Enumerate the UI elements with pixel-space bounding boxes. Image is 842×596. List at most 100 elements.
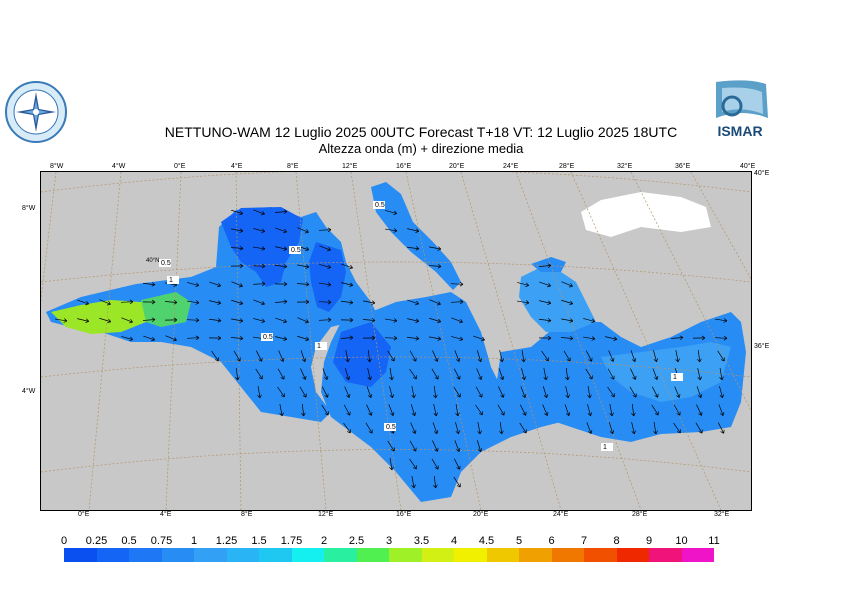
legend-color-box [194, 548, 227, 562]
direction-arrow [299, 386, 307, 398]
direction-arrow [231, 228, 244, 233]
direction-arrow [455, 422, 461, 435]
direction-arrow [521, 368, 527, 381]
legend-color-box [161, 548, 194, 562]
direction-arrow [631, 422, 636, 435]
legend-color-box [226, 548, 259, 562]
direction-arrow [385, 210, 398, 216]
direction-arrow [319, 245, 331, 252]
direction-arrow [538, 263, 552, 269]
direction-arrow [432, 350, 439, 362]
direction-arrow [450, 281, 464, 287]
direction-arrow [99, 299, 111, 306]
direction-arrow [321, 404, 329, 416]
sea-tyrrhenian-south [309, 242, 346, 312]
top-longitude-tick: 0°E [174, 163, 186, 170]
direction-arrow [520, 386, 527, 398]
contour-label-bg [384, 423, 396, 431]
direction-arrow [476, 350, 483, 363]
sea-tyrrhenian [221, 207, 303, 287]
direction-arrow [301, 404, 306, 417]
direction-arrow [142, 299, 156, 305]
direction-arrow [451, 317, 463, 324]
direction-arrow [587, 386, 592, 399]
direction-arrow [300, 350, 307, 362]
wave-direction-arrows [55, 209, 728, 489]
direction-arrow [257, 386, 262, 399]
direction-arrow [630, 350, 637, 362]
direction-arrow [165, 335, 177, 342]
direction-arrow [274, 209, 288, 215]
direction-arrow [231, 281, 243, 288]
legend-label: 8 [613, 535, 620, 547]
direction-arrow [718, 404, 725, 416]
direction-arrow [321, 386, 329, 398]
direction-arrow [497, 404, 505, 416]
direction-arrow [277, 386, 285, 398]
direction-arrow [477, 422, 482, 435]
direction-arrow [142, 317, 156, 323]
graticule-meridian [235, 172, 242, 510]
direction-arrow [231, 299, 244, 306]
direction-arrow [670, 335, 684, 341]
direction-arrow [409, 458, 417, 470]
left-latitude-tick: 8°W [22, 205, 36, 212]
direction-arrow [498, 368, 505, 380]
direction-arrow [543, 368, 548, 381]
direction-arrow [565, 368, 570, 381]
legend-label: 0.75 [150, 535, 173, 547]
direction-arrow [719, 386, 725, 399]
direction-arrow [340, 335, 354, 341]
legend-color-box [96, 548, 129, 562]
direction-arrow [318, 227, 332, 233]
direction-arrow [585, 368, 593, 380]
direction-arrow [542, 386, 549, 399]
direction-arrow [235, 368, 240, 381]
direction-arrow [631, 404, 636, 417]
contour-labels: 0.5 1 0.5 1 0.5 0.5 1 1 0.5 [159, 201, 683, 451]
direction-arrow [297, 264, 310, 269]
legend-color-box [259, 548, 292, 562]
direction-arrow [297, 317, 309, 324]
direction-arrow [275, 227, 287, 234]
direction-arrow [253, 246, 266, 251]
direction-arrow [453, 368, 461, 380]
contour-label: 1 [169, 277, 173, 284]
direction-arrow [674, 386, 681, 398]
legend-label: 4 [450, 535, 458, 547]
direction-arrow [343, 404, 351, 416]
legend-label: 0.25 [85, 535, 108, 547]
direction-arrow [366, 386, 373, 398]
direction-arrow [209, 300, 222, 305]
legend-color-box [584, 548, 617, 562]
top-longitude-tick: 40°E [740, 163, 756, 170]
direction-arrow [55, 318, 68, 323]
sea-western-basin [46, 207, 381, 422]
direction-arrow [297, 335, 310, 342]
direction-arrow [275, 336, 288, 341]
direction-arrow [143, 335, 155, 342]
direction-arrow [389, 386, 395, 399]
direction-arrow [275, 246, 288, 251]
direction-arrow [499, 422, 504, 435]
sea-aegean [519, 267, 596, 332]
direction-arrow [164, 299, 178, 305]
map-canvas: 0.5 1 0.5 1 0.5 0.5 1 1 0.5 40°N [41, 172, 751, 510]
direction-arrow [274, 281, 288, 287]
direction-arrow [365, 422, 373, 434]
direction-arrow [362, 335, 376, 341]
legend-color-box [356, 548, 389, 562]
direction-arrow [432, 440, 439, 452]
direction-arrow [673, 422, 681, 434]
left-latitude-tick: 4°W [22, 388, 36, 395]
direction-arrow [696, 404, 703, 416]
direction-arrow [410, 422, 417, 434]
direction-arrow [431, 368, 439, 380]
legend-label: 1.75 [280, 535, 303, 547]
direction-arrow [451, 336, 464, 342]
legend-color-box [129, 548, 162, 562]
graticule-meridian [630, 172, 751, 412]
legend-color-box [616, 548, 649, 562]
top-longitude-tick: 24°E [503, 163, 519, 170]
direction-arrow [233, 350, 241, 362]
